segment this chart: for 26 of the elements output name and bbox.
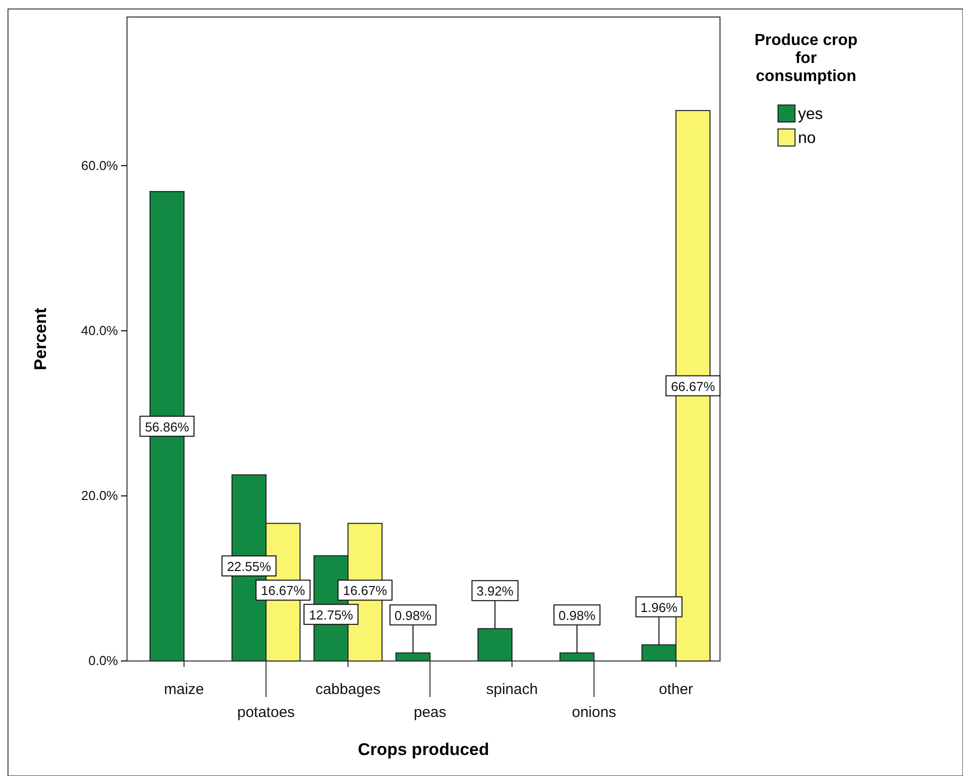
x-tick-label: peas: [414, 704, 446, 721]
x-axis-title: Crops produced: [358, 740, 490, 759]
data-label: 56.86%: [144, 419, 190, 434]
y-axis-title: Percent: [31, 307, 50, 370]
data-label: 0.98%: [558, 608, 596, 623]
y-tick-label: 0.0%: [88, 653, 118, 668]
data-label: 66.67%: [670, 378, 716, 394]
x-tick-label: cabbages: [315, 681, 381, 698]
y-tick-label: 60.0%: [81, 158, 118, 173]
data-label: 16.67%: [342, 583, 388, 598]
data-label: 22.55%: [226, 558, 272, 574]
x-tick-label: potatoes: [237, 704, 295, 721]
legend-label: no: [798, 130, 816, 147]
legend-label: yes: [798, 106, 823, 123]
y-tick-label: 20.0%: [81, 488, 118, 504]
data-label: 16.67%: [260, 583, 306, 598]
x-tick-label: spinach: [486, 681, 538, 698]
data-label: 3.92%: [476, 584, 514, 599]
x-tick-label: other: [658, 681, 694, 698]
legend-title: Produce crop for consumption: [754, 32, 858, 85]
data-label: 12.75%: [308, 607, 354, 622]
x-tick-label: maize: [164, 681, 204, 698]
y-tick-label: 40.0%: [81, 322, 118, 338]
data-label: 0.98%: [394, 608, 432, 623]
data-label: 1.96%: [640, 600, 678, 615]
x-tick-label: onions: [572, 704, 616, 721]
